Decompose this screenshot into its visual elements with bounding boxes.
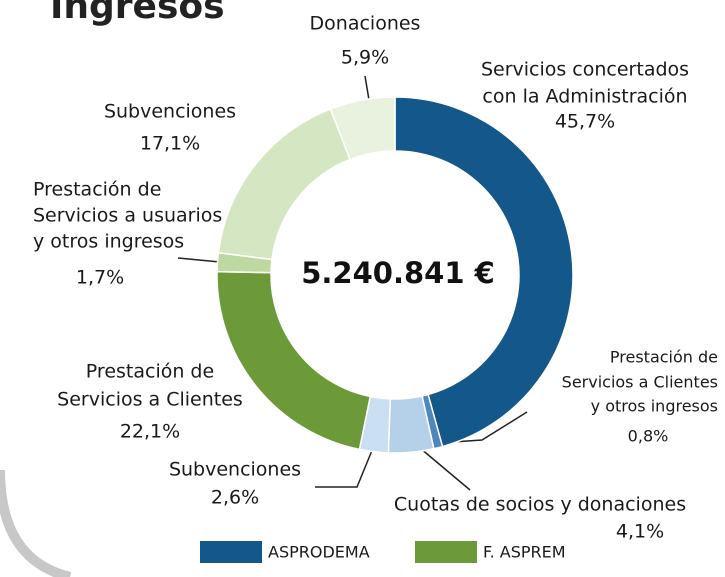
slice-label: Servicios concertados bbox=[481, 59, 689, 81]
slice-label: Prestación de bbox=[610, 348, 718, 367]
slice-label: y otros ingresos bbox=[33, 231, 184, 253]
slice-value-label: 22,1% bbox=[120, 421, 180, 443]
legend-label: ASPRODEMA bbox=[268, 543, 370, 562]
slice-label: Donaciones bbox=[310, 13, 421, 35]
slice-label: Subvenciones bbox=[104, 101, 236, 123]
slice-label: Cuotas de socios y donaciones bbox=[394, 494, 686, 516]
leader-line bbox=[315, 447, 374, 488]
legend-label: F. ASPREM bbox=[483, 543, 566, 562]
slice-value-label: 0,8% bbox=[628, 427, 669, 446]
leader-line bbox=[364, 75, 370, 101]
leader-line bbox=[177, 257, 221, 263]
donut-slice bbox=[329, 96, 396, 161]
slice-value-label: 1,7% bbox=[76, 267, 124, 289]
slice-label: Servicios a Clientes bbox=[562, 373, 718, 392]
slice-label: con la Administración bbox=[482, 86, 687, 108]
slice-value-label: 5,9% bbox=[341, 47, 389, 69]
legend-swatch bbox=[200, 541, 262, 563]
center-total: 5.240.841 € bbox=[301, 256, 495, 290]
donut-slice bbox=[394, 96, 574, 448]
frame-corner bbox=[0, 469, 72, 577]
slice-label: Servicios a Clientes bbox=[57, 389, 243, 411]
legend-swatch bbox=[415, 541, 477, 563]
leader-line bbox=[419, 447, 471, 491]
slice-value-label: 2,6% bbox=[211, 487, 259, 509]
slice-label: Subvenciones bbox=[169, 459, 301, 481]
slice-value-label: 17,1% bbox=[140, 133, 200, 155]
slice-label: Servicios a usuarios bbox=[33, 205, 222, 227]
slice-label: y otros ingresos bbox=[591, 397, 718, 416]
slice-label: Prestación de bbox=[86, 361, 214, 383]
donut-slice bbox=[217, 108, 352, 261]
slice-value-label: 45,7% bbox=[555, 111, 615, 133]
chart-title: Ingresos bbox=[50, 0, 225, 27]
slice-label: Prestación de bbox=[33, 179, 161, 201]
slice-value-label: 4,1% bbox=[616, 521, 664, 543]
donut-slice bbox=[216, 270, 372, 451]
